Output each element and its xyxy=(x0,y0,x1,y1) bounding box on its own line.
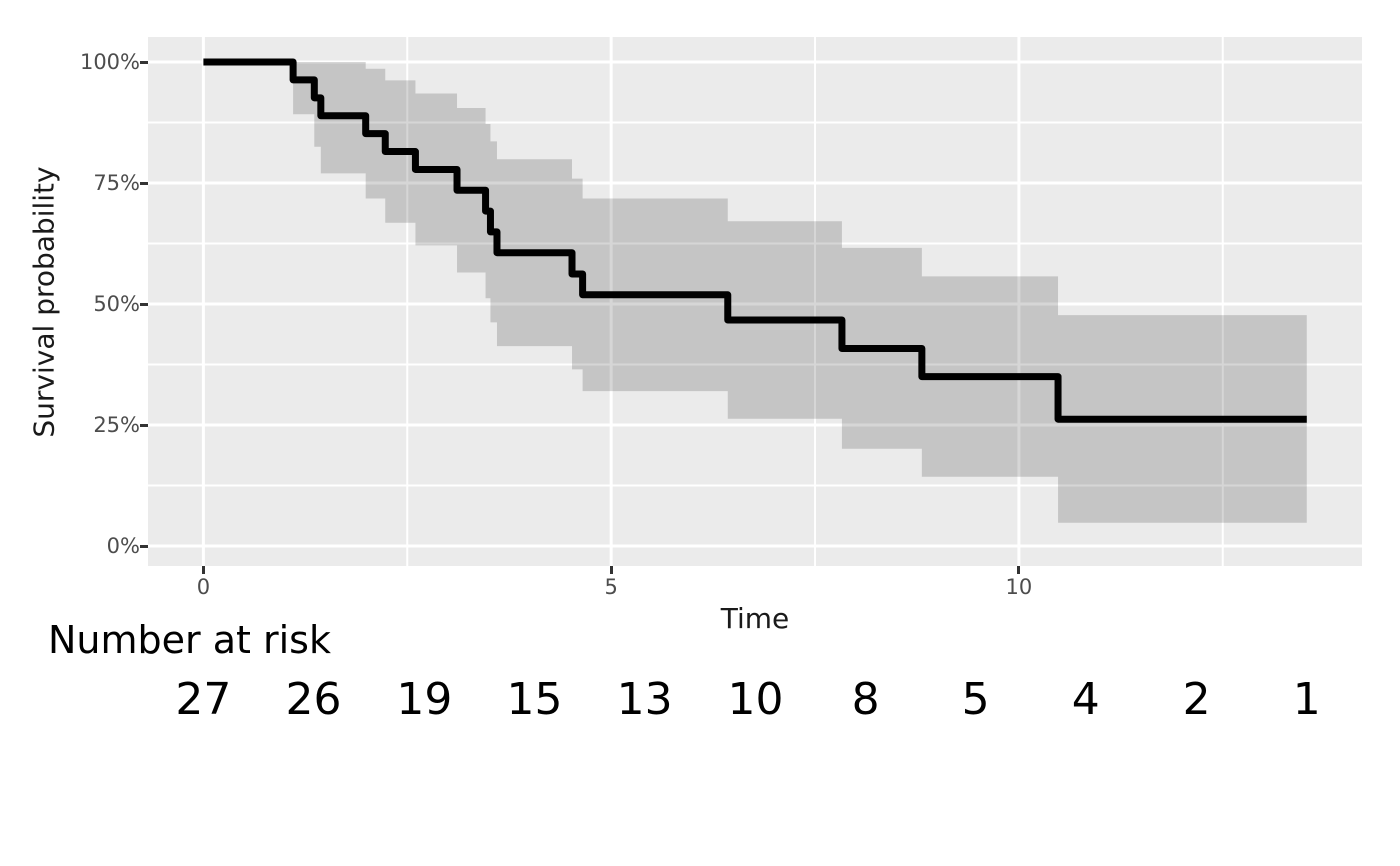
risk-count: 27 xyxy=(175,674,232,725)
y-axis-tick-label: 75% xyxy=(93,170,140,195)
y-axis-tick-mark xyxy=(140,302,148,306)
km-curve xyxy=(203,58,1307,423)
y-axis-tick-label: 0% xyxy=(106,533,140,558)
risk-count: 13 xyxy=(616,674,673,725)
x-axis-tick-mark xyxy=(609,566,613,574)
risk-count: 5 xyxy=(961,674,990,725)
y-axis-tick-mark xyxy=(140,423,148,427)
y-axis-tick-mark xyxy=(140,544,148,548)
risk-count: 4 xyxy=(1071,674,1100,725)
x-axis-tick-mark xyxy=(201,566,205,574)
risk-count: 26 xyxy=(285,674,342,725)
y-axis-tick-label: 25% xyxy=(93,412,140,437)
risk-count: 2 xyxy=(1182,674,1211,725)
plot-canvas xyxy=(148,37,1362,566)
y-axis-tick-label: 50% xyxy=(93,291,140,316)
risk-count: 8 xyxy=(851,674,880,725)
confidence-band xyxy=(293,62,1307,523)
x-axis-tick-label: 5 xyxy=(604,575,618,599)
x-axis-tick-label: 0 xyxy=(196,575,211,599)
risk-count: 15 xyxy=(506,674,563,725)
x-axis-title: Time xyxy=(720,602,790,635)
risk-table-header: Number at risk xyxy=(48,618,331,662)
y-axis-tick-mark xyxy=(140,181,148,185)
risk-count: 10 xyxy=(727,674,784,725)
x-axis-tick-label: 10 xyxy=(1005,575,1033,599)
x-axis-tick-mark xyxy=(1017,566,1021,574)
risk-count: 1 xyxy=(1292,674,1321,725)
y-axis-title: Survival probability xyxy=(27,166,61,438)
plot-panel xyxy=(148,37,1362,566)
risk-count: 19 xyxy=(396,674,453,725)
y-axis-tick-label: 100% xyxy=(79,49,140,74)
y-axis-tick-mark xyxy=(140,60,148,64)
